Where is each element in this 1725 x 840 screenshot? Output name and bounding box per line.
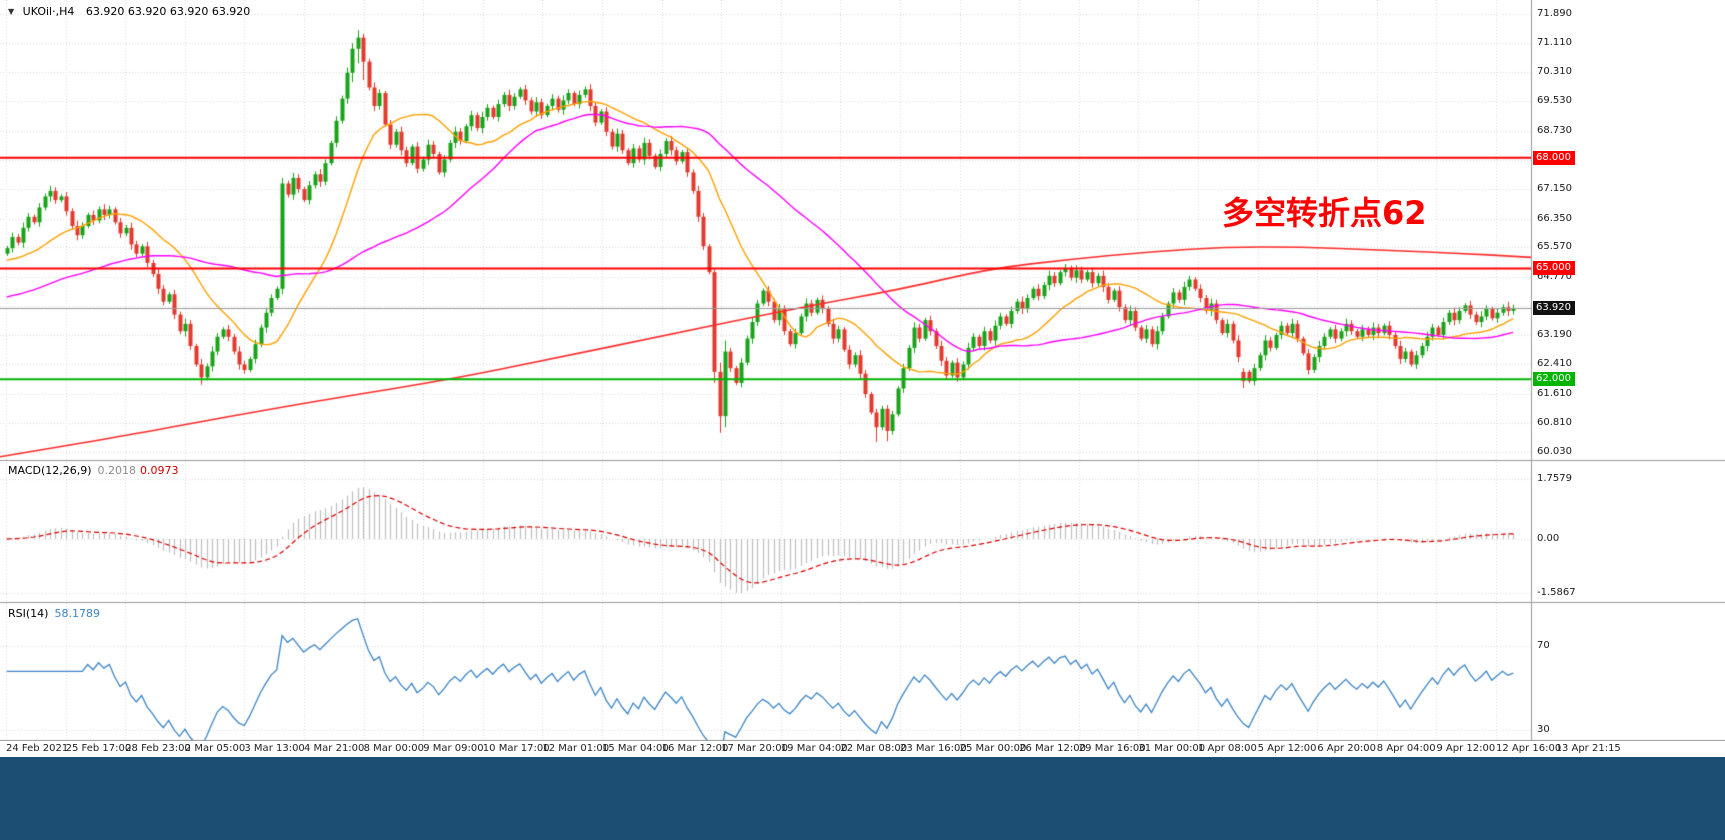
time-axis-label: 31 Mar 00:00 bbox=[1138, 743, 1206, 754]
time-axis-label: 6 Apr 20:00 bbox=[1317, 743, 1377, 754]
time-axis-label: 23 Mar 16:00 bbox=[900, 743, 967, 754]
time-axis-label: 12 Mar 01:00 bbox=[542, 743, 610, 754]
time-axis-label: 8 Apr 04:00 bbox=[1376, 743, 1436, 754]
time-axis-label: 29 Mar 16:00 bbox=[1078, 743, 1146, 754]
time-axis-label: 19 Mar 04:00 bbox=[780, 743, 848, 754]
time-axis-label: 12 Apr 16:00 bbox=[1496, 743, 1562, 754]
time-axis-label: 25 Mar 00:00 bbox=[959, 743, 1027, 754]
time-axis-label: 26 Mar 12:00 bbox=[1019, 743, 1086, 754]
time-axis-label: 16 Mar 12:00 bbox=[661, 743, 729, 754]
time-axis-label: 10 Mar 17:00 bbox=[482, 743, 550, 754]
time-axis-label: 17 Mar 20:00 bbox=[721, 743, 788, 754]
time-axis-label: 13 Apr 21:15 bbox=[1555, 743, 1621, 754]
time-axis-label: 1 Apr 08:00 bbox=[1198, 743, 1257, 754]
chart-canvas[interactable] bbox=[0, 0, 1725, 741]
footer-bar bbox=[0, 757, 1725, 840]
time-axis-label: 24 Feb 2021 bbox=[6, 743, 69, 754]
time-axis-label: 15 Mar 04:00 bbox=[602, 743, 669, 754]
time-axis-label: 9 Mar 09:00 bbox=[423, 743, 484, 754]
time-axis-label: 3 Mar 13:00 bbox=[244, 743, 305, 754]
time-axis-label: 5 Apr 12:00 bbox=[1257, 743, 1317, 754]
time-axis-label: 25 Feb 17:00 bbox=[65, 743, 132, 754]
time-axis-label: 22 Mar 08:00 bbox=[840, 743, 908, 754]
time-axis-label: 4 Mar 21:00 bbox=[304, 743, 365, 754]
time-axis: 24 Feb 2021 25 Feb 17:00 28 Feb 23:00 2 Mar… bbox=[0, 741, 1725, 757]
time-axis-label: 9 Apr 12:00 bbox=[1436, 743, 1496, 754]
time-axis-label: 28 Feb 23:00 bbox=[125, 743, 191, 754]
time-axis-label: 8 Mar 00:00 bbox=[363, 743, 424, 754]
time-axis-label: 2 Mar 05:00 bbox=[184, 743, 246, 754]
